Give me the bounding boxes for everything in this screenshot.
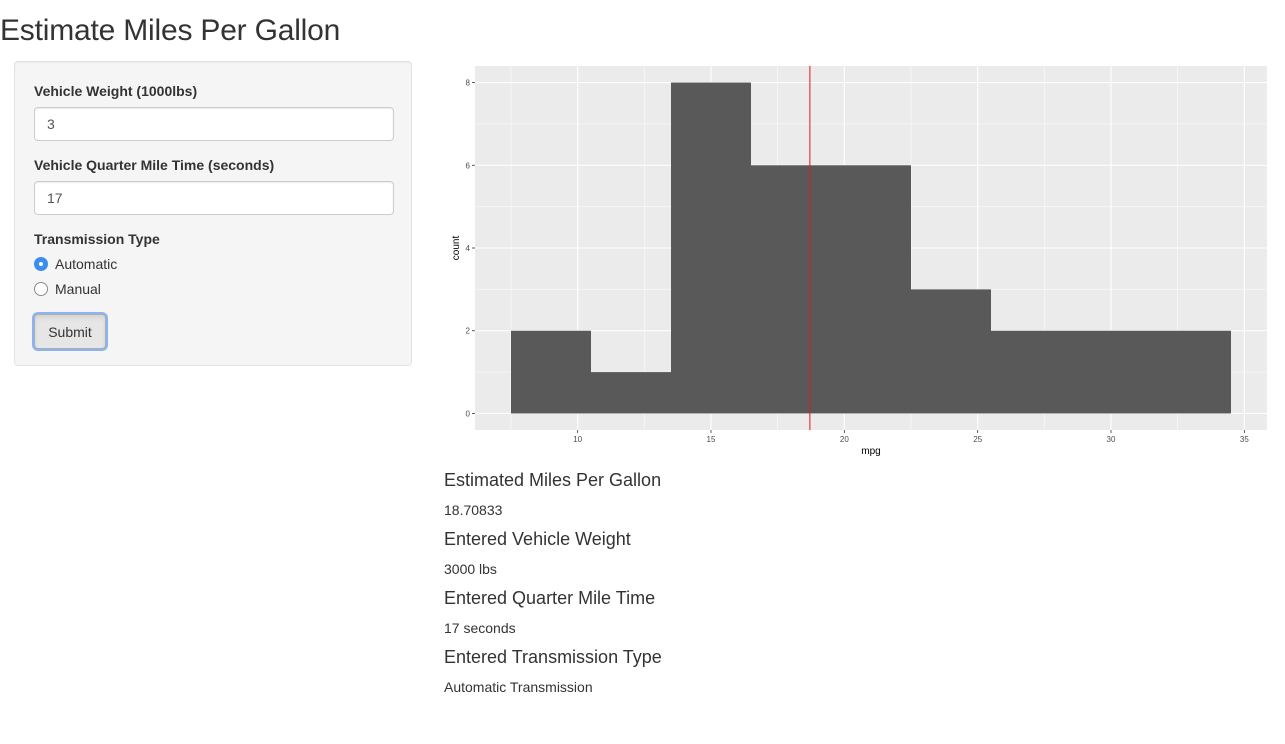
histogram-bar <box>831 165 911 414</box>
radio-manual[interactable] <box>34 282 48 296</box>
histogram-bar <box>1071 330 1151 414</box>
input-panel: Vehicle Weight (1000lbs) Vehicle Quarter… <box>14 61 412 366</box>
entered-transmission-value: Automatic Transmission <box>444 679 593 695</box>
chart-bars <box>511 82 1231 414</box>
submit-button[interactable]: Submit <box>34 314 106 349</box>
entered-qsec-value: 17 seconds <box>444 620 516 636</box>
x-axis-label: mpg <box>861 446 880 457</box>
weight-label: Vehicle Weight (1000lbs) <box>34 83 198 99</box>
y-tick-label: 2 <box>466 327 471 336</box>
x-tick-label: 20 <box>840 435 849 444</box>
page-title: Estimate Miles Per Gallon <box>0 14 341 47</box>
radio-manual-label: Manual <box>55 281 101 297</box>
x-tick-label: 15 <box>707 435 716 444</box>
x-tick-label: 30 <box>1107 435 1116 444</box>
histogram-bar <box>751 165 831 414</box>
chart-ticks: 10 15 20 25 30 35 0 2 4 6 8 <box>466 79 1250 444</box>
estimated-mpg-value: 18.70833 <box>444 502 503 518</box>
entered-transmission-heading: Entered Transmission Type <box>444 647 662 667</box>
estimated-mpg-heading: Estimated Miles Per Gallon <box>444 470 662 490</box>
y-tick-label: 6 <box>466 161 471 170</box>
radio-automatic[interactable] <box>34 257 48 271</box>
entered-qsec-heading: Entered Quarter Mile Time <box>444 588 656 608</box>
radio-option-manual[interactable]: Manual <box>34 281 101 297</box>
histogram-bar <box>991 330 1071 414</box>
qsec-input[interactable] <box>34 181 394 215</box>
entered-weight-value: 3000 lbs <box>444 561 497 577</box>
qsec-label: Vehicle Quarter Mile Time (seconds) <box>34 157 275 173</box>
histogram-bar <box>591 372 671 414</box>
histogram-bar <box>911 289 991 414</box>
y-axis-label: count <box>451 236 462 261</box>
y-tick-label: 8 <box>466 79 471 88</box>
histogram-bar <box>511 330 591 414</box>
transmission-label: Transmission Type <box>34 231 160 247</box>
radio-automatic-label: Automatic <box>55 256 118 272</box>
histogram-bar <box>1151 330 1231 414</box>
radio-option-automatic[interactable]: Automatic <box>34 256 117 272</box>
x-tick-label: 35 <box>1240 435 1249 444</box>
entered-weight-heading: Entered Vehicle Weight <box>444 529 631 549</box>
y-tick-label: 4 <box>466 244 471 253</box>
y-tick-label: 0 <box>466 409 471 418</box>
mpg-histogram: 10 15 20 25 30 35 0 2 4 6 8 mpg count <box>451 66 1267 457</box>
x-tick-label: 25 <box>973 435 982 444</box>
histogram-bar <box>671 82 751 414</box>
x-tick-label: 10 <box>573 435 582 444</box>
weight-input[interactable] <box>34 107 394 141</box>
